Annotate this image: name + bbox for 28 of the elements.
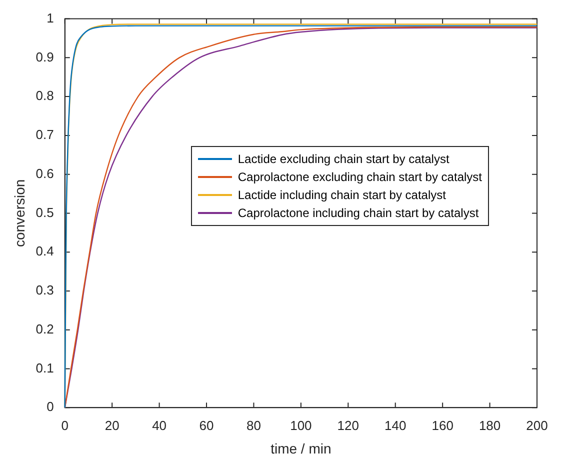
x-tick-label: 140 xyxy=(384,418,406,433)
x-tick-label: 0 xyxy=(61,418,68,433)
x-tick-label: 160 xyxy=(432,418,454,433)
legend-label: Caprolactone including chain start by catalyst xyxy=(238,204,479,222)
x-tick-label: 40 xyxy=(152,418,167,433)
x-tick-label: 200 xyxy=(526,418,548,433)
y-tick-label: 0.3 xyxy=(36,282,54,298)
x-axis-title: time / min xyxy=(270,440,332,456)
x-tick-label: 60 xyxy=(199,418,214,433)
x-tick-label: 180 xyxy=(478,418,501,433)
y-tick-label: 0.1 xyxy=(36,360,54,376)
y-axis-title: conversion xyxy=(11,179,28,248)
y-tick-label: 0.4 xyxy=(36,244,54,259)
y-tick-label: 0.8 xyxy=(36,88,54,104)
x-tick-label: 80 xyxy=(246,418,261,433)
y-tick-label: 0.9 xyxy=(36,49,54,64)
y-tick-label: 0.6 xyxy=(36,166,54,181)
legend-label: Lactide excluding chain start by catalyst xyxy=(238,150,450,168)
legend-label: Lactide including chain start by catalyst xyxy=(238,186,446,204)
y-tick-label: 0.2 xyxy=(36,321,54,336)
y-tick-label: 1 xyxy=(46,10,54,26)
y-tick-label: 0.7 xyxy=(36,127,54,142)
y-tick-label: 0.5 xyxy=(36,204,54,220)
x-tick-label: 100 xyxy=(290,418,312,433)
x-tick-label: 20 xyxy=(104,418,120,433)
legend-label: Caprolactone excluding chain start by catalyst xyxy=(238,168,482,186)
y-tick-label: 0 xyxy=(46,399,54,414)
x-tick-label: 120 xyxy=(337,418,359,433)
